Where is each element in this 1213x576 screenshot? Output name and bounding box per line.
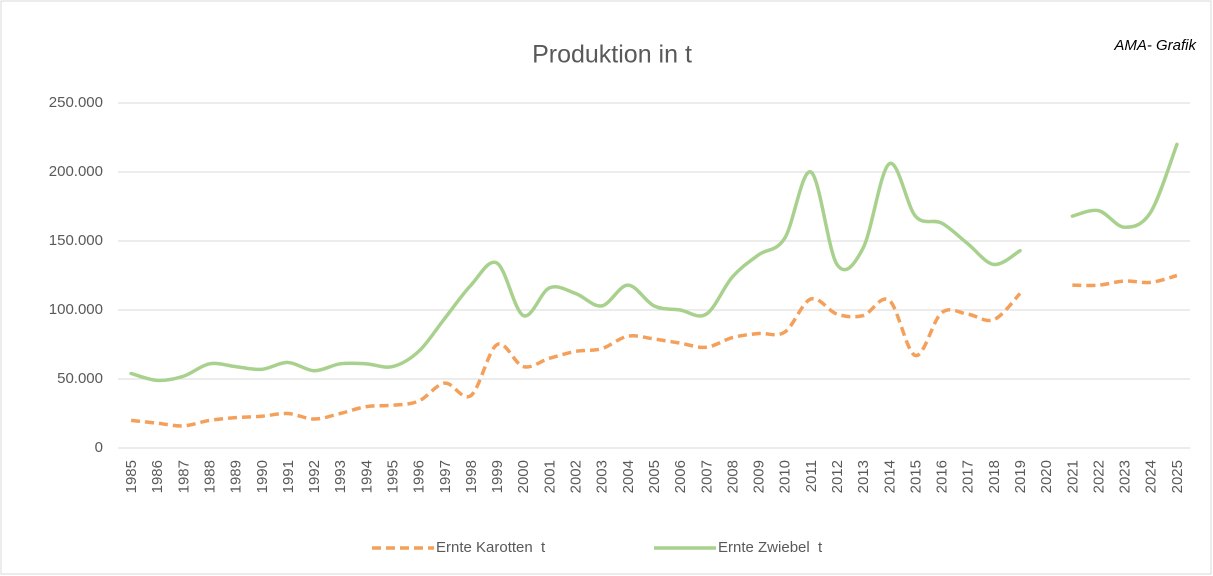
- x-tick-label: 2006: [672, 460, 689, 493]
- x-tick-label: 1997: [437, 460, 454, 493]
- x-tick-label: 2010: [777, 460, 794, 493]
- x-tick-label: 1989: [228, 460, 245, 493]
- x-tick-label: 1999: [489, 460, 506, 493]
- x-tick-label: 2011: [803, 460, 820, 492]
- y-tick-label: 250.000: [49, 94, 103, 111]
- x-tick-label: 2012: [829, 460, 846, 493]
- annotation: AMA- Grafik: [1113, 37, 1197, 54]
- x-tick-label: 2014: [881, 460, 898, 493]
- x-tick-label: 2001: [541, 460, 558, 493]
- chart-title: Produktion in t: [532, 41, 692, 69]
- series-line: [1072, 273, 1178, 288]
- y-tick-label: 0: [95, 439, 103, 456]
- x-tick-label: 2024: [1143, 460, 1160, 493]
- x-tick-label: 2013: [855, 460, 872, 493]
- x-tick-label: 2025: [1169, 460, 1186, 493]
- y-tick-label: 50.000: [57, 370, 103, 387]
- y-tick-label: 150.000: [49, 232, 103, 249]
- x-tick-label: 1985: [123, 460, 140, 493]
- x-tick-label: 2005: [646, 460, 663, 493]
- x-tick-label: 2016: [934, 460, 951, 493]
- x-tick-label: 1986: [149, 460, 166, 493]
- x-tick-label: 1991: [280, 460, 297, 493]
- x-tick-label: 1992: [306, 460, 323, 493]
- x-tick-label: 2017: [960, 460, 977, 493]
- x-tick-label: 2023: [1117, 460, 1134, 493]
- x-tick-label: 1993: [332, 460, 349, 493]
- y-tick-label: 200.000: [49, 163, 103, 180]
- legend-label: Ernte Karotten t: [436, 539, 546, 556]
- x-tick-label: 2021: [1064, 460, 1081, 493]
- x-tick-label: 1988: [201, 460, 218, 493]
- series-line: [130, 292, 1022, 428]
- x-tick-label: 2007: [698, 460, 715, 493]
- x-tick-label: 2003: [594, 460, 611, 493]
- x-tick-label: 1998: [463, 460, 480, 493]
- x-tick-label: 1987: [175, 460, 192, 493]
- x-tick-label: 2008: [724, 460, 741, 493]
- x-tick-label: 1995: [385, 460, 402, 493]
- x-tick-label: 2022: [1090, 460, 1107, 493]
- series-line: [1070, 142, 1179, 229]
- x-tick-label: 1994: [358, 460, 375, 493]
- x-tick-label: 1990: [254, 460, 271, 493]
- x-tick-label: 2000: [515, 460, 532, 493]
- x-tick-label: 2019: [1012, 460, 1029, 493]
- y-tick-label: 100.000: [49, 301, 103, 318]
- x-tick-label: 2020: [1038, 460, 1055, 493]
- x-tick-label: 2002: [568, 460, 585, 493]
- series-line: [129, 161, 1022, 383]
- legend-label: Ernte Zwiebel t: [718, 539, 823, 556]
- x-tick-label: 2015: [907, 460, 924, 493]
- x-tick-label: 2009: [751, 460, 768, 493]
- x-tick-label: 1996: [411, 460, 428, 493]
- x-tick-label: 2018: [986, 460, 1003, 493]
- x-tick-label: 2004: [620, 460, 637, 493]
